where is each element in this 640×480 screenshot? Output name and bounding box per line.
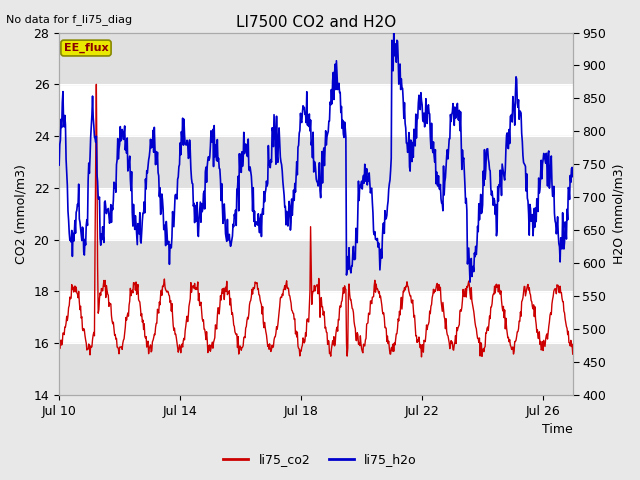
Y-axis label: H2O (mmol/m3): H2O (mmol/m3) — [612, 164, 625, 264]
Legend: li75_co2, li75_h2o: li75_co2, li75_h2o — [218, 448, 422, 471]
Bar — [59, 240, 573, 291]
Text: EE_flux: EE_flux — [64, 43, 108, 53]
Bar — [59, 33, 573, 84]
X-axis label: Time: Time — [542, 423, 573, 436]
Bar — [59, 343, 573, 395]
Title: LI7500 CO2 and H2O: LI7500 CO2 and H2O — [236, 15, 396, 30]
Bar — [59, 136, 573, 188]
Text: No data for f_li75_diag: No data for f_li75_diag — [6, 14, 132, 25]
Y-axis label: CO2 (mmol/m3): CO2 (mmol/m3) — [15, 164, 28, 264]
